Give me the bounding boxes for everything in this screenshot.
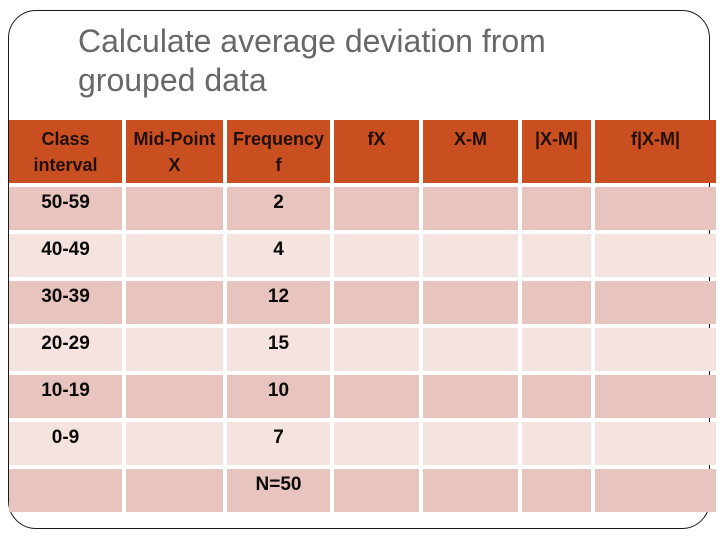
table-cell-fx bbox=[334, 375, 419, 418]
column-header-mid-point: Mid-Point X bbox=[126, 120, 223, 183]
table-cell-x-minus-m bbox=[423, 234, 518, 277]
table-cell-f-abs-x-minus-m bbox=[595, 328, 716, 371]
column-header-x-minus-m: X-M bbox=[423, 120, 518, 183]
table-cell-frequency: 15 bbox=[227, 328, 330, 371]
table-cell-abs-x-minus-m bbox=[522, 422, 591, 465]
table-cell-mid-point bbox=[126, 469, 223, 512]
table-cell-abs-x-minus-m bbox=[522, 234, 591, 277]
slide-title: Calculate average deviation from grouped… bbox=[78, 23, 546, 98]
table-cell-mid-point bbox=[126, 234, 223, 277]
table-cell-f-abs-x-minus-m bbox=[595, 469, 716, 512]
column-header-frequency: Frequency f bbox=[227, 120, 330, 183]
table-cell-frequency: 10 bbox=[227, 375, 330, 418]
table-cell-class-interval: 40-49 bbox=[9, 234, 122, 277]
table-cell-fx bbox=[334, 281, 419, 324]
table-cell-mid-point bbox=[126, 281, 223, 324]
table-cell-mid-point bbox=[126, 375, 223, 418]
table-cell-x-minus-m bbox=[423, 469, 518, 512]
table-cell-class-interval: 50-59 bbox=[9, 187, 122, 230]
table-cell-fx bbox=[334, 422, 419, 465]
column-header-class-interval: Class interval bbox=[9, 120, 122, 183]
table-cell-f-abs-x-minus-m bbox=[595, 234, 716, 277]
table-cell-fx bbox=[334, 469, 419, 512]
table-cell-abs-x-minus-m bbox=[522, 328, 591, 371]
table-cell-mid-point bbox=[126, 187, 223, 230]
table-cell-fx bbox=[334, 187, 419, 230]
table-cell-frequency: 2 bbox=[227, 187, 330, 230]
table-cell-fx bbox=[334, 234, 419, 277]
table-cell-x-minus-m bbox=[423, 422, 518, 465]
table-cell-frequency: 4 bbox=[227, 234, 330, 277]
column-header-abs-x-minus-m: |X-M| bbox=[522, 120, 591, 183]
table-cell-abs-x-minus-m bbox=[522, 375, 591, 418]
table-cell-abs-x-minus-m bbox=[522, 469, 591, 512]
table-cell-x-minus-m bbox=[423, 187, 518, 230]
table-cell-x-minus-m bbox=[423, 328, 518, 371]
table-cell-fx bbox=[334, 328, 419, 371]
table-cell-frequency-total: N=50 bbox=[227, 469, 330, 512]
table-cell-mid-point bbox=[126, 422, 223, 465]
table-cell-class-interval: 20-29 bbox=[9, 328, 122, 371]
column-header-fx: fX bbox=[334, 120, 419, 183]
table-cell-class-interval: 10-19 bbox=[9, 375, 122, 418]
grouped-data-table: Class interval Mid-Point X Frequency f f… bbox=[9, 120, 716, 512]
table-cell-class-interval bbox=[9, 469, 122, 512]
table-cell-f-abs-x-minus-m bbox=[595, 422, 716, 465]
table-cell-abs-x-minus-m bbox=[522, 281, 591, 324]
table-cell-f-abs-x-minus-m bbox=[595, 187, 716, 230]
table-cell-abs-x-minus-m bbox=[522, 187, 591, 230]
table-cell-x-minus-m bbox=[423, 281, 518, 324]
table-cell-frequency: 12 bbox=[227, 281, 330, 324]
table-cell-x-minus-m bbox=[423, 375, 518, 418]
table-cell-f-abs-x-minus-m bbox=[595, 375, 716, 418]
table-cell-f-abs-x-minus-m bbox=[595, 281, 716, 324]
table-cell-mid-point bbox=[126, 328, 223, 371]
table-cell-class-interval: 0-9 bbox=[9, 422, 122, 465]
column-header-f-abs-x-minus-m: f|X-M| bbox=[595, 120, 716, 183]
table-cell-frequency: 7 bbox=[227, 422, 330, 465]
table-cell-class-interval: 30-39 bbox=[9, 281, 122, 324]
